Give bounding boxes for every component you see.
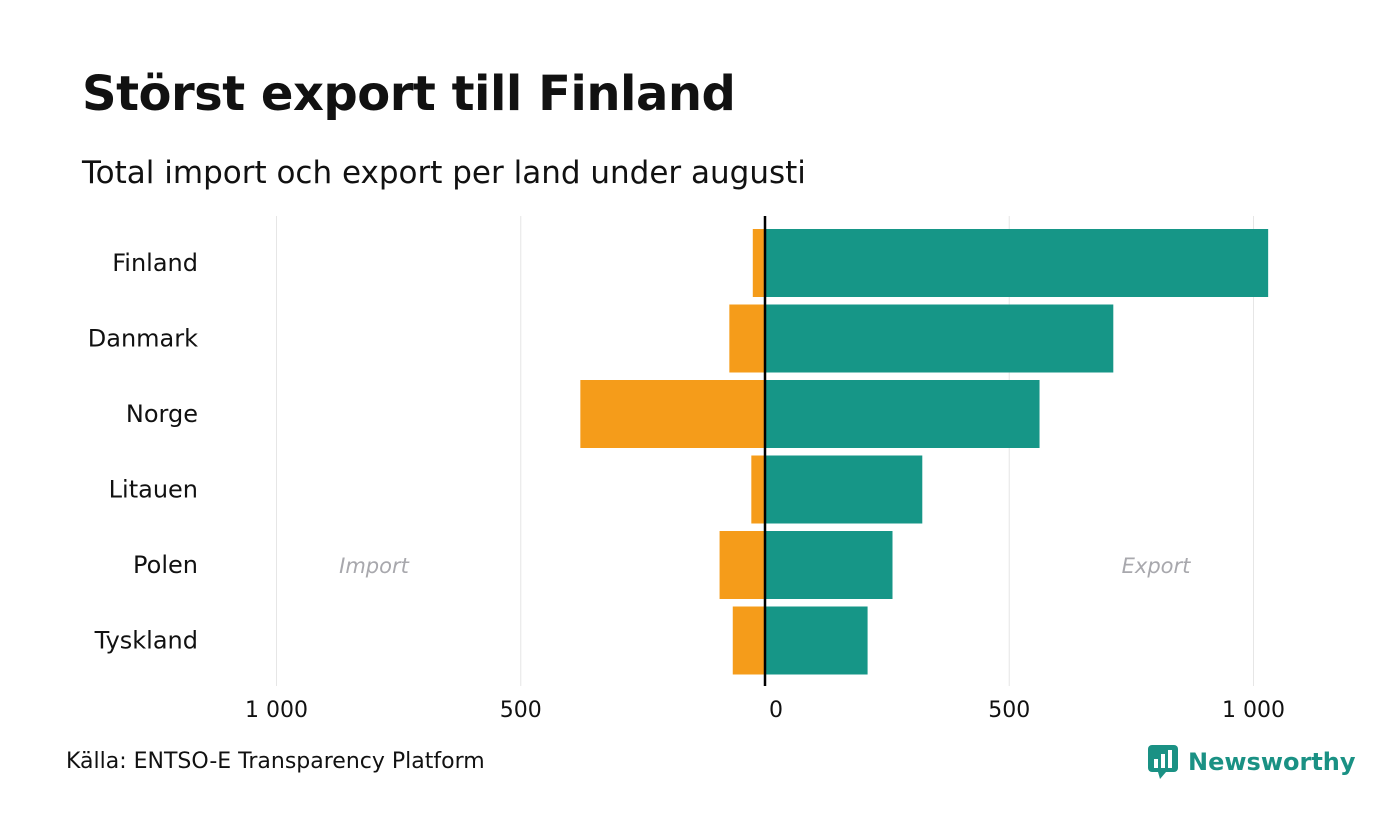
x-tick-label: 500 (988, 698, 1030, 723)
newsworthy-logo-icon (1148, 745, 1178, 779)
bar-export (765, 380, 1040, 448)
bar-export (765, 455, 923, 524)
bar-export (765, 304, 1114, 373)
category-label: Danmark (88, 325, 198, 353)
annotation-label: Export (1122, 554, 1192, 578)
source-note: Källa: ENTSO-E Transparency Platform (66, 749, 485, 774)
bar-import (719, 531, 765, 599)
x-tick-labels: 1 000 500 0 500 1 000 (245, 698, 1285, 723)
bar-import (732, 606, 765, 675)
bar-import (580, 380, 765, 448)
x-tick-label: 0 (769, 698, 783, 723)
x-tick-label: 1 000 (245, 698, 308, 723)
diverging-bar-chart: FinlandDanmarkNorgeLitauenPolenTyskland … (88, 216, 1285, 723)
bars (580, 216, 1269, 686)
category-label: Litauen (109, 476, 198, 504)
category-label: Norge (126, 400, 198, 428)
bar-export (765, 531, 893, 599)
category-labels: Finland Danmark Norge Litauen Polen Tyskland (88, 249, 198, 655)
x-tick-label: 1 000 (1222, 698, 1285, 723)
annotations: Import Export (339, 554, 1191, 578)
newsworthy-logo: Newsworthy (1148, 744, 1356, 780)
bar-export (765, 606, 868, 675)
category-label: Tyskland (94, 627, 198, 655)
bar-import (729, 304, 765, 373)
chart-title: Störst export till Finland (82, 66, 736, 122)
category-label: Finland (112, 249, 198, 277)
brand-name: Newsworthy (1188, 748, 1356, 776)
bar-export (765, 229, 1269, 297)
bar-import (752, 229, 765, 297)
x-tick-label: 500 (500, 698, 542, 723)
bar-import (751, 455, 765, 524)
category-label: Polen (133, 551, 198, 579)
annotation-label: Import (339, 554, 409, 578)
chart-subtitle: Total import och export per land under a… (82, 155, 806, 191)
